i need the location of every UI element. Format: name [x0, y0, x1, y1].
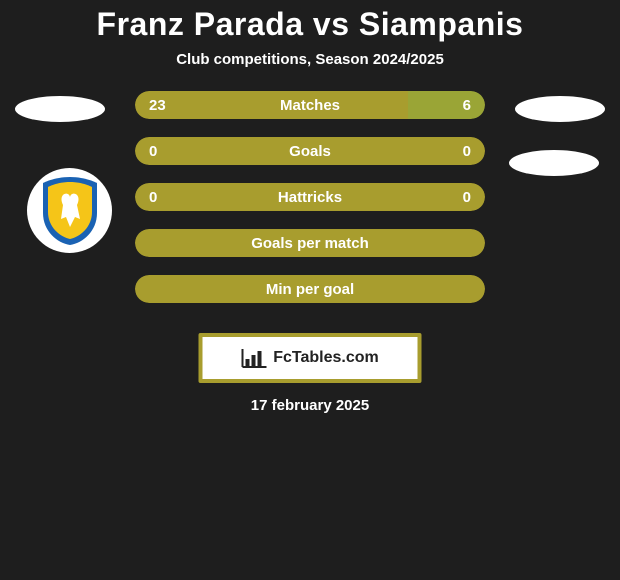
fctables-logo[interactable]: FcTables.com [199, 333, 422, 383]
comparison-card: Franz Parada vs Siampanis Club competiti… [0, 6, 620, 68]
stat-row: 236Matches [135, 91, 485, 119]
stat-row: Min per goal [135, 275, 485, 303]
date-label: 17 february 2025 [0, 397, 620, 414]
stat-label: Hattricks [135, 189, 485, 206]
bar-chart-icon [241, 348, 267, 368]
stat-row: Goals per match [135, 229, 485, 257]
stat-label: Goals per match [135, 235, 485, 252]
player-right-badge-2 [509, 150, 599, 176]
stat-label: Matches [135, 97, 485, 114]
player-right-badge [515, 96, 605, 122]
player-left-badge [15, 96, 105, 122]
logo-text: FcTables.com [273, 349, 379, 367]
stat-label: Min per goal [135, 281, 485, 298]
page-subtitle: Club competitions, Season 2024/2025 [0, 51, 620, 68]
stat-label: Goals [135, 143, 485, 160]
page-title: Franz Parada vs Siampanis [0, 6, 620, 43]
stat-row: 00Goals [135, 137, 485, 165]
shield-icon [39, 175, 101, 247]
stats-table: 236Matches 00Goals 00Hattricks Goals per ma… [135, 91, 485, 321]
team-crest-icon [27, 168, 112, 253]
stat-row: 00Hattricks [135, 183, 485, 211]
